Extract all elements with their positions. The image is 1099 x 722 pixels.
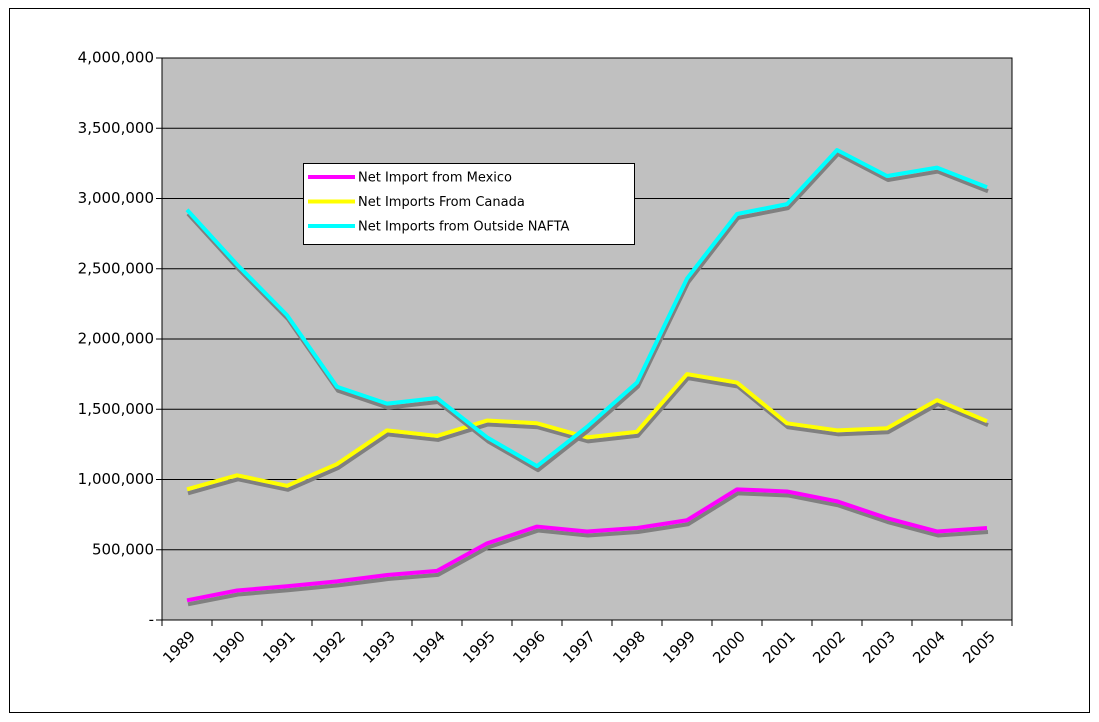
y-tick-label: 3,500,000	[78, 119, 154, 137]
y-tick-label: 500,000	[92, 540, 154, 558]
series-line	[186, 487, 988, 603]
legend-label: Net Imports from Outside NAFTA	[358, 220, 570, 235]
line-shadow	[187, 376, 989, 496]
y-tick-label: 3,000,000	[78, 189, 154, 207]
y-tick-label: -	[149, 611, 154, 629]
y-tick-label: 2,500,000	[78, 259, 154, 277]
series-line	[186, 372, 988, 492]
plot-border	[161, 57, 1013, 621]
legend-label: Net Import from Mexico	[358, 171, 512, 186]
y-tick-label: 1,000,000	[78, 470, 154, 488]
y-tick-label: 4,000,000	[78, 49, 154, 67]
line-shadow	[187, 491, 989, 607]
y-tick-label: 2,000,000	[78, 330, 154, 348]
legend	[303, 163, 635, 245]
y-tick-label: 1,500,000	[78, 400, 154, 418]
series-line	[185, 148, 988, 469]
legend-label: Net Imports From Canada	[358, 195, 525, 210]
